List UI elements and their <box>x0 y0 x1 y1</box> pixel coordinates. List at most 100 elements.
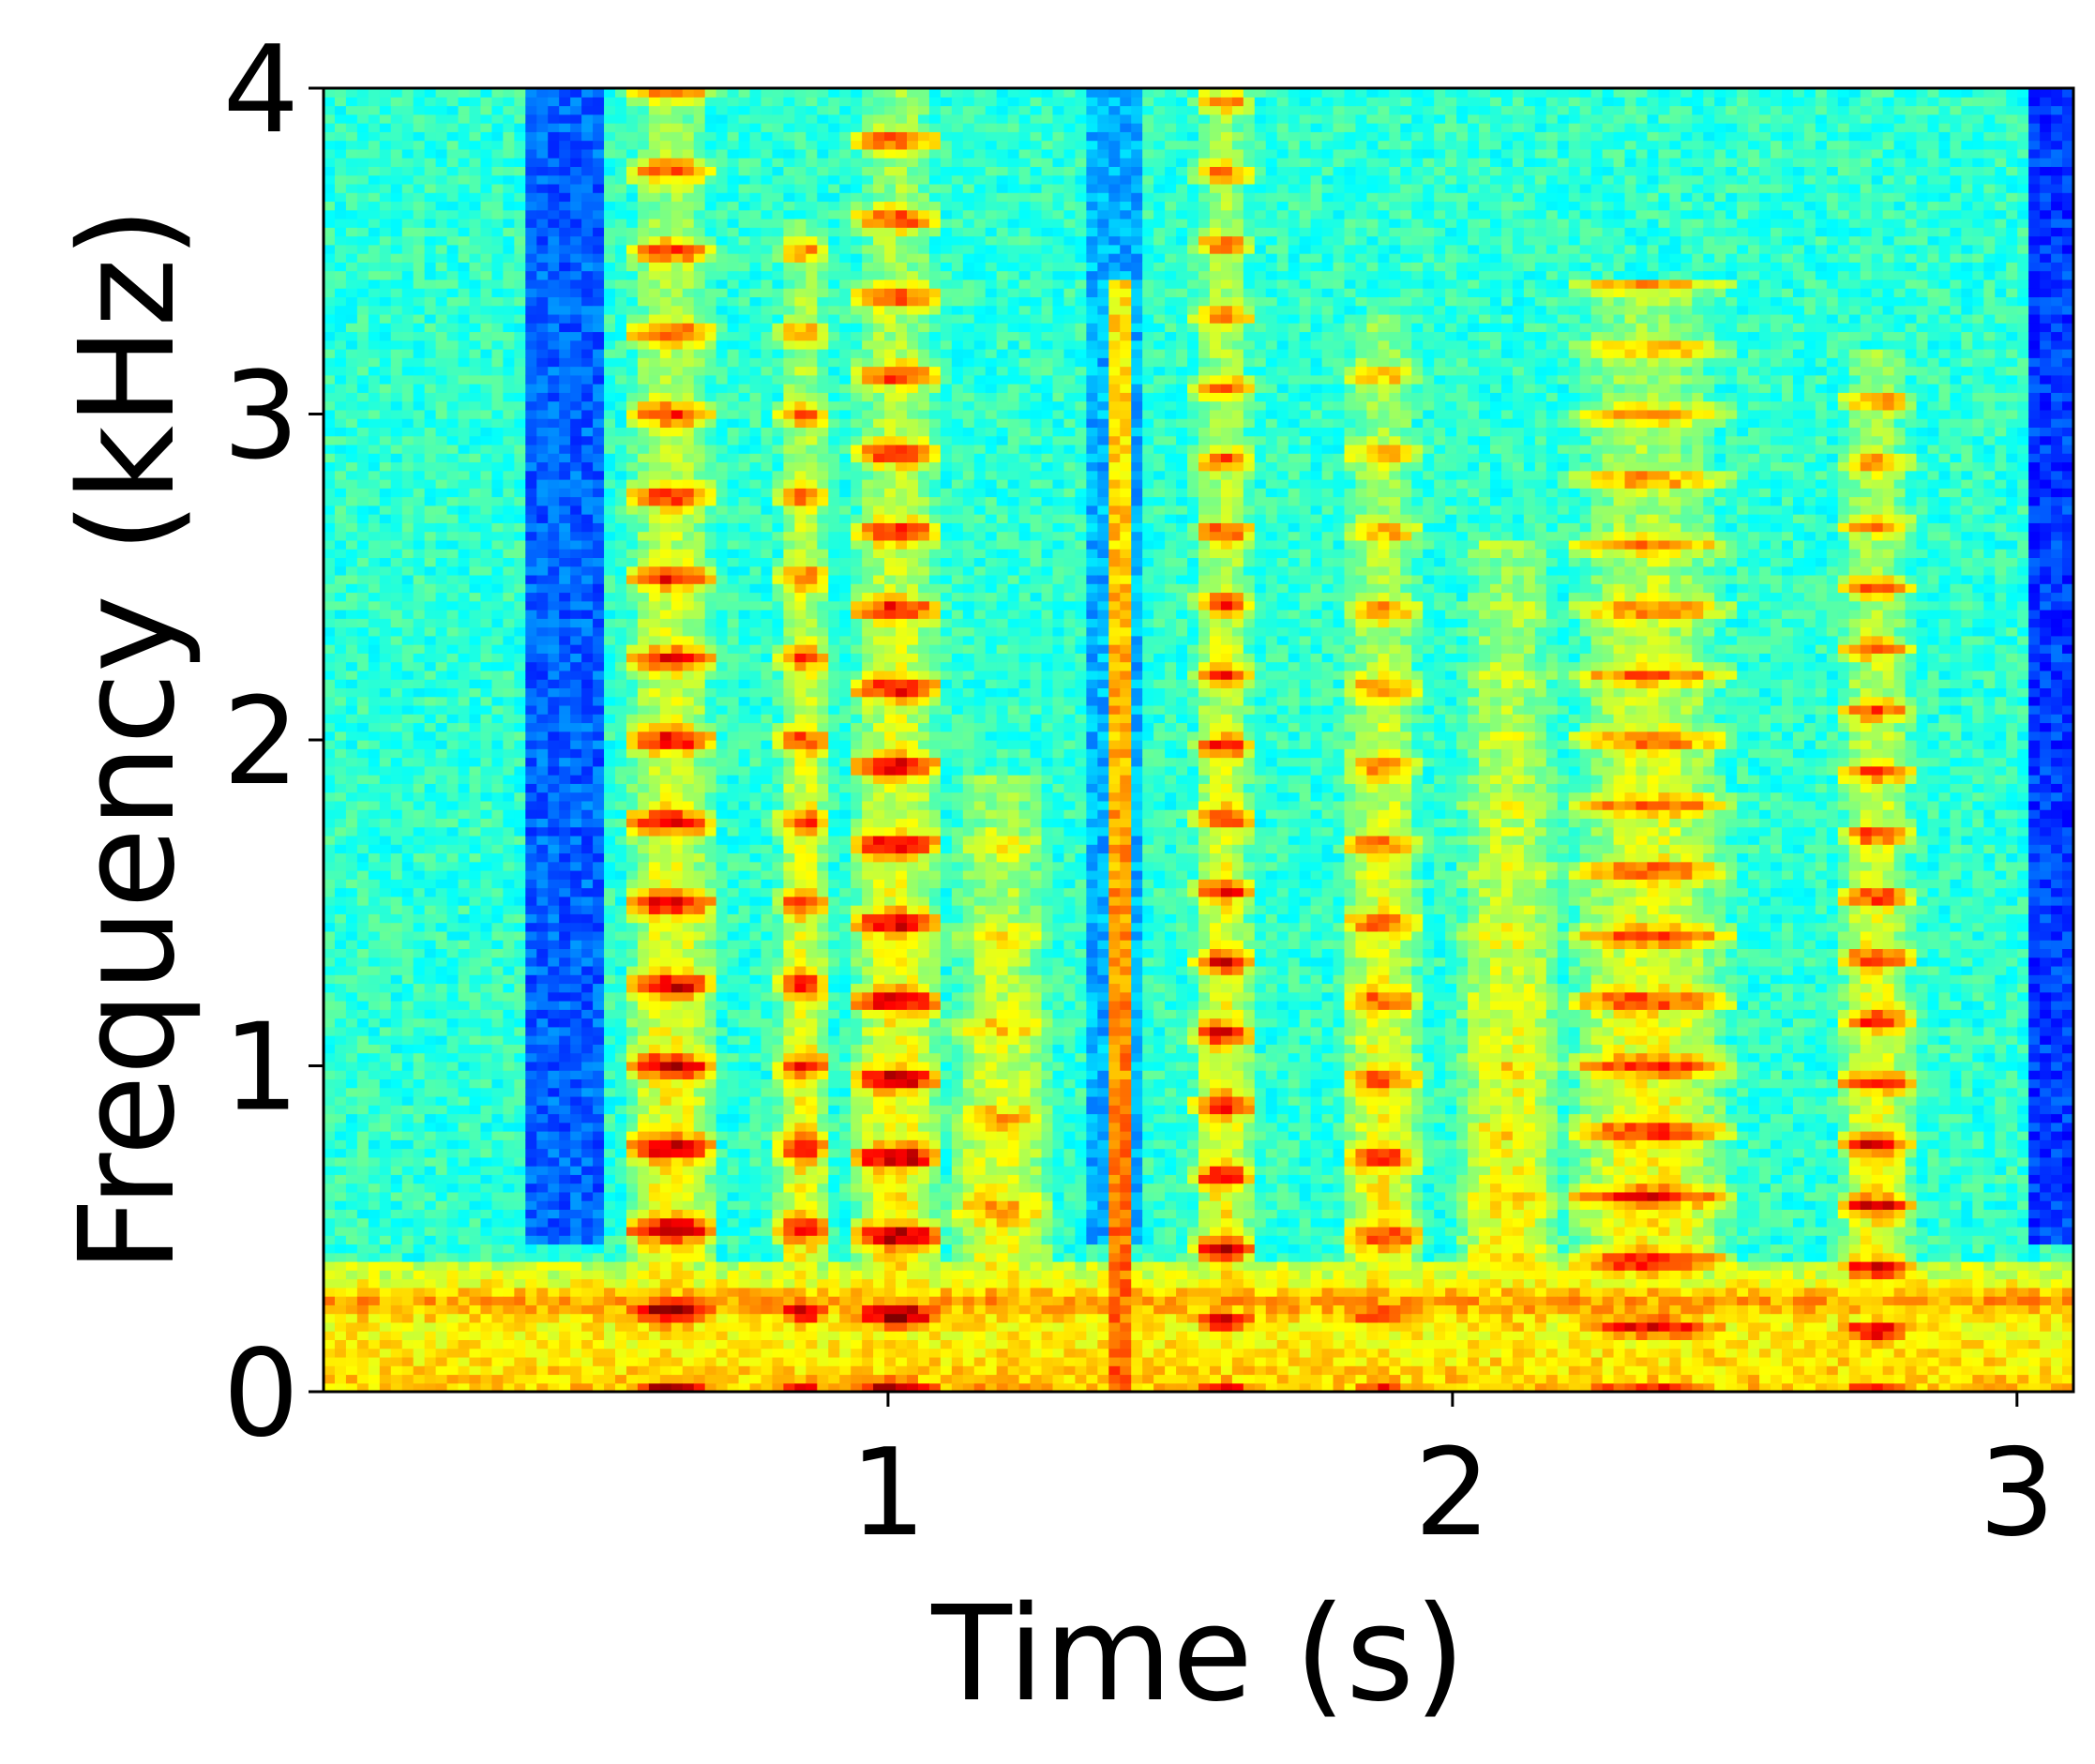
heatmap-cell <box>391 1166 403 1175</box>
heatmap-cell <box>514 705 526 715</box>
heatmap-cell <box>425 731 437 741</box>
heatmap-cell <box>436 1009 448 1018</box>
heatmap-cell <box>671 1192 684 1201</box>
heatmap-cell <box>671 1096 684 1106</box>
heatmap-cell <box>694 1078 706 1088</box>
heatmap-cell <box>604 1209 616 1218</box>
heatmap-cell <box>369 679 381 688</box>
heatmap-cell <box>380 1270 392 1279</box>
heatmap-cell <box>402 540 414 550</box>
heatmap-cell <box>414 1235 426 1244</box>
heatmap-cell <box>593 1009 605 1018</box>
heatmap-cell <box>447 1279 460 1289</box>
heatmap-cell <box>447 410 460 419</box>
heatmap-cell <box>357 897 369 906</box>
heatmap-cell <box>324 540 336 550</box>
heatmap-cell <box>346 1131 358 1140</box>
heatmap-cell <box>559 913 571 923</box>
heatmap-cell <box>638 1009 650 1018</box>
heatmap-cell <box>470 296 482 306</box>
heatmap-cell <box>660 870 672 880</box>
heatmap-cell <box>694 1227 706 1236</box>
heatmap-cell <box>548 983 560 992</box>
heatmap-cell <box>324 1157 336 1167</box>
heatmap-cell <box>357 279 369 289</box>
heatmap-cell <box>638 279 650 289</box>
heatmap-cell <box>525 1139 537 1149</box>
heatmap-cell <box>570 357 582 367</box>
heatmap-cell <box>615 384 627 393</box>
heatmap-cell <box>357 1253 369 1262</box>
heatmap-cell <box>436 488 448 497</box>
heatmap-cell <box>593 610 605 619</box>
heatmap-cell <box>604 1184 616 1193</box>
heatmap-cell <box>369 775 381 784</box>
heatmap-cell <box>346 1009 358 1018</box>
heatmap-cell <box>660 636 672 645</box>
heatmap-cell <box>649 897 661 906</box>
heatmap-cell <box>470 1035 482 1045</box>
heatmap-cell <box>604 913 616 923</box>
heatmap-cell <box>638 1001 650 1010</box>
heatmap-cell <box>638 1088 650 1097</box>
heatmap-cell <box>491 436 504 445</box>
heatmap-cell <box>581 1078 594 1088</box>
heatmap-cell <box>369 897 381 906</box>
heatmap-cell <box>671 296 684 306</box>
heatmap-cell <box>491 1227 504 1236</box>
heatmap-cell <box>581 697 594 706</box>
heatmap-cell <box>335 1157 347 1167</box>
heatmap-cell <box>548 184 560 193</box>
heatmap-cell <box>615 636 627 645</box>
heatmap-cell <box>491 697 504 706</box>
heatmap-cell <box>615 1235 627 1244</box>
heatmap-cell <box>357 471 369 480</box>
heatmap-cell <box>683 583 695 593</box>
heatmap-cell <box>346 123 358 132</box>
heatmap-cell <box>683 1357 695 1366</box>
heatmap-cell <box>425 340 437 350</box>
heatmap-cell <box>436 401 448 411</box>
heatmap-cell <box>335 114 347 124</box>
heatmap-cell <box>436 801 448 810</box>
heatmap-cell <box>414 114 426 124</box>
heatmap-cell <box>402 1113 414 1123</box>
heatmap-cell <box>380 1365 392 1375</box>
heatmap-cell <box>503 931 515 941</box>
heatmap-cell <box>436 679 448 688</box>
heatmap-cell <box>470 497 482 506</box>
heatmap-cell <box>559 1314 571 1323</box>
heatmap-cell <box>335 801 347 810</box>
heatmap-cell <box>514 1331 526 1340</box>
heatmap-cell <box>660 158 672 167</box>
heatmap-cell <box>335 1244 347 1253</box>
heatmap-cell <box>380 166 392 175</box>
heatmap-cell <box>615 948 627 957</box>
heatmap-cell <box>660 1357 672 1366</box>
heatmap-cell <box>491 1192 504 1201</box>
heatmap-cell <box>425 627 437 637</box>
heatmap-cell <box>369 1296 381 1305</box>
heatmap-cell <box>649 740 661 749</box>
heatmap-cell <box>414 323 426 332</box>
heatmap-cell <box>335 931 347 941</box>
heatmap-cell <box>459 801 471 810</box>
heatmap-cell <box>604 418 616 428</box>
heatmap-cell <box>402 367 414 376</box>
heatmap-cell <box>660 253 672 263</box>
heatmap-cell <box>402 1304 414 1314</box>
heatmap-cell <box>683 445 695 454</box>
heatmap-cell <box>548 740 560 749</box>
heatmap-cell <box>514 331 526 340</box>
heatmap-cell <box>324 271 336 280</box>
heatmap-cell <box>425 1288 437 1297</box>
heatmap-cell <box>447 1296 460 1305</box>
heatmap-cell <box>683 384 695 393</box>
heatmap-cell <box>649 540 661 550</box>
heatmap-cell <box>470 123 482 132</box>
heatmap-cell <box>660 1035 672 1045</box>
heatmap-cell <box>369 731 381 741</box>
heatmap-cell <box>436 1314 448 1323</box>
heatmap-cell <box>324 766 336 776</box>
heatmap-cell <box>436 870 448 880</box>
